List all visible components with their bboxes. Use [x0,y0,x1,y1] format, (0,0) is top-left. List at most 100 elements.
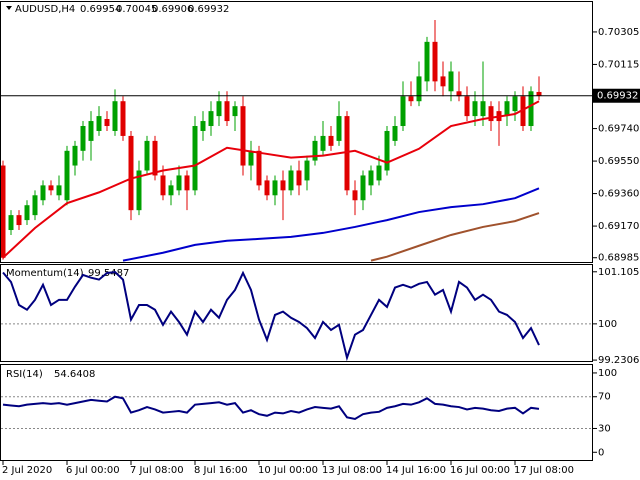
y-tick-label: 100 [598,319,617,330]
main-plot [1,19,542,262]
candle-body [160,175,166,196]
y-tick-label: 0.69550 [598,156,639,167]
candle-body [336,116,342,141]
x-tick-label: 8 Jul 16:00 [194,465,248,476]
indicator-line [2,270,540,362]
moving-average [122,187,540,262]
candle-body [8,215,14,231]
x-tick-label: 14 Jul 16:00 [386,465,446,476]
candle-body [264,180,270,196]
candle-body [48,185,54,191]
header-low: 0.69906 [152,4,193,15]
candle-body [248,150,254,166]
header-close: 0.69932 [188,4,229,15]
y-tick-label: 101.1058 [598,267,640,278]
candle-body [472,101,478,117]
candle-body [504,101,510,117]
candle-body [304,160,310,181]
rsi-title: RSI(14) [6,369,43,380]
price-label-box [593,88,640,103]
y-tick-label: 0.68985 [598,253,639,264]
y-tick-label: 70 [598,392,611,403]
candle-body [64,150,70,201]
candle-body [168,185,174,196]
candle-body [288,170,294,191]
candle-body [176,175,182,191]
candle-body [376,165,382,181]
candle-body [344,116,350,191]
candle-body [208,111,214,127]
chart-title: AUDUSD,H4 [15,4,75,15]
candle-body [72,145,78,166]
header-high: 0.70045 [116,4,157,15]
candle-body [56,185,62,196]
candle-body [368,170,374,186]
candle-body [408,96,414,102]
x-tick-label: 6 Jul 00:00 [66,465,120,476]
candle-body [40,185,46,201]
x-tick-label: 16 Jul 00:00 [450,465,510,476]
moving-average [2,100,540,259]
candle-body [200,121,206,131]
y-tick-label: 0.69360 [598,189,639,200]
candle-body [512,96,518,112]
x-tick-label: 7 Jul 08:00 [130,465,184,476]
rsi-panel-frame [0,364,593,461]
candle-body [1,165,6,258]
y-tick-label: 0.69170 [598,221,639,232]
candle-body [104,119,110,127]
candle-body [240,106,246,166]
main-panel-frame [0,1,593,263]
x-tick-label: 10 Jul 00:00 [258,465,318,476]
candle-body [224,101,230,122]
candle-body [536,91,542,96]
candle-body [144,140,150,171]
candle-body [528,91,534,127]
candle-body [216,101,222,117]
candle-body [384,130,390,171]
y-tick-label: 0.69740 [598,124,639,135]
moving-average [370,212,540,262]
indicator-line [2,395,540,421]
candle-body [256,150,262,186]
candle-body [152,140,158,176]
momentum-title: Momentum(14) [6,268,84,279]
candle-body [448,71,454,92]
candle-body [232,106,238,117]
candle-body [320,135,326,151]
candle-body [192,126,198,191]
candle-body [88,121,94,141]
candle-body [296,170,302,186]
candle-body [32,195,38,216]
candle-body [416,76,422,102]
y-tick-label: 0.70305 [598,27,639,38]
x-tick-label: 2 Jul 2020 [2,465,52,476]
candle-body [400,96,406,127]
candle-body [456,91,462,97]
x-tick-label: 17 Jul 08:00 [514,465,574,476]
candle-body [328,135,334,146]
candle-body [16,215,22,226]
price-label: 0.69932 [597,91,638,102]
menu-arrow [6,6,12,10]
candle-body [80,126,86,151]
candle-body [520,96,526,127]
y-tick-label: 0.70115 [598,59,639,70]
x-tick-label: 13 Jul 08:00 [322,465,382,476]
candle-body [464,96,470,117]
candle-body [352,190,358,201]
y-tick-label: 100 [598,368,617,379]
candle-body [272,180,278,196]
candle-body [440,76,446,87]
candle-body [488,106,494,122]
candle-body [432,41,438,82]
y-tick-label: 30 [598,423,611,434]
momentum-panel-frame [0,264,593,362]
candle-body [312,140,318,161]
candle-body [392,126,398,141]
candle-body [184,175,190,191]
candle-body [136,170,142,211]
candle-body [112,101,118,131]
y-tick-label: 99.2306 [598,355,639,366]
candle-body [424,41,430,82]
